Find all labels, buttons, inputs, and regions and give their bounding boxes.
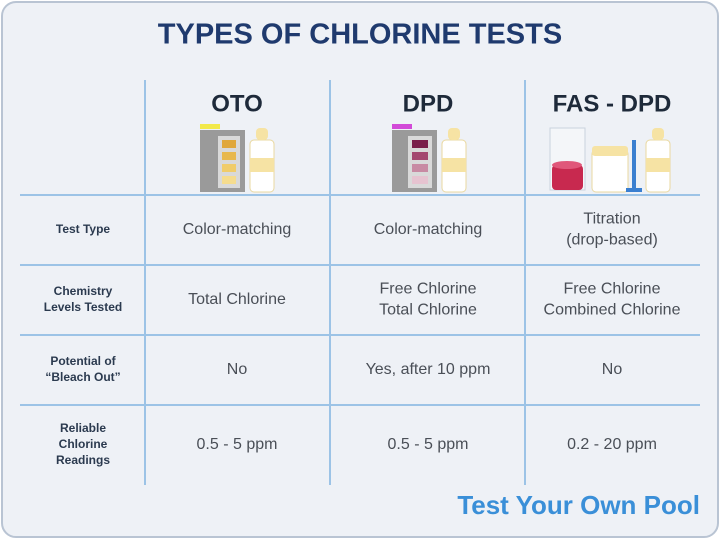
cell-text: 0.2 - 20 ppm xyxy=(567,436,657,453)
column-header: DPD xyxy=(403,90,454,117)
fas-dpd-icon xyxy=(549,127,671,193)
dpd-icon xyxy=(392,124,467,193)
cell-text: Color-matching xyxy=(183,221,291,238)
cell-text: No xyxy=(227,361,248,378)
cell-text: 0.5 - 5 ppm xyxy=(388,436,469,453)
cell-text: Combined Chlorine xyxy=(544,302,681,319)
brand: Test Your Own Pool xyxy=(457,490,700,520)
row-label: Potential of xyxy=(50,354,116,368)
row-label: Chemistry xyxy=(54,284,113,298)
table-grid xyxy=(20,80,700,485)
title: TYPES OF CHLORINE TESTS xyxy=(158,19,562,51)
cell-text: Free Chlorine xyxy=(564,281,661,298)
cell-text: No xyxy=(602,361,623,378)
row-label: Chlorine xyxy=(59,437,108,451)
row-label: Reliable xyxy=(60,421,106,435)
cell-text: (drop-based) xyxy=(566,232,658,249)
row-label: “Bleach Out” xyxy=(45,370,120,384)
row-label: Readings xyxy=(56,453,110,467)
cell-text: Total Chlorine xyxy=(379,302,477,319)
column-header: OTO xyxy=(211,90,263,117)
row-label: Levels Tested xyxy=(44,300,122,314)
column-header: FAS - DPD xyxy=(553,90,672,117)
cell-text: Color-matching xyxy=(374,221,482,238)
cell-text: Total Chlorine xyxy=(188,291,286,308)
cell-text: Titration xyxy=(583,211,640,228)
cell-text: 0.5 - 5 ppm xyxy=(197,436,278,453)
cell-text: Yes, after 10 ppm xyxy=(366,361,491,378)
oto-icon xyxy=(200,124,275,193)
row-label: Test Type xyxy=(56,222,111,236)
cell-text: Free Chlorine xyxy=(380,281,477,298)
